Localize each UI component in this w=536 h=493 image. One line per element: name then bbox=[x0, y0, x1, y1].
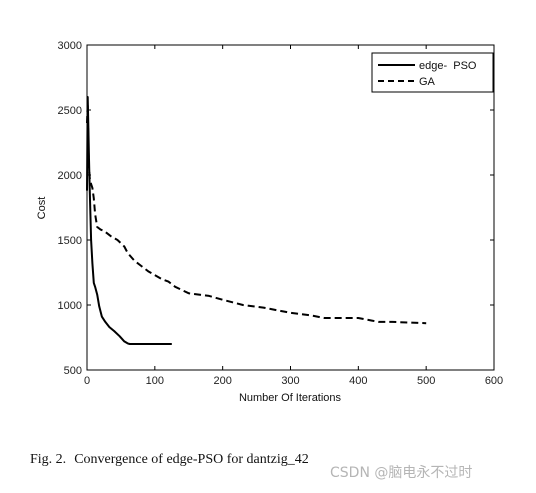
x-tick-label: 400 bbox=[349, 375, 367, 387]
x-tick-label: 500 bbox=[417, 375, 435, 387]
x-tick-label: 0 bbox=[84, 375, 90, 387]
legend-label-edge-pso: edge- PSO bbox=[419, 60, 477, 72]
x-tick-label: 600 bbox=[485, 375, 503, 387]
y-tick-label: 3000 bbox=[58, 40, 82, 52]
legend: edge- PSO GA bbox=[371, 52, 494, 93]
y-axis-label: Cost bbox=[36, 197, 48, 220]
watermark: CSDN @脑电永不过时 bbox=[330, 465, 473, 481]
figure-number: Fig. 2. bbox=[30, 452, 67, 467]
plot-area bbox=[86, 44, 495, 371]
y-tick-label: 1500 bbox=[58, 235, 82, 247]
series-lines bbox=[86, 96, 427, 345]
x-tick-label: 100 bbox=[146, 375, 164, 387]
y-tick-label: 2000 bbox=[58, 170, 82, 182]
x-axis-label: Number Of Iterations bbox=[239, 392, 342, 404]
y-axis: 500 1000 1500 2000 2500 3000 bbox=[58, 40, 494, 377]
legend-box bbox=[371, 52, 494, 93]
series-line-ga bbox=[86, 102, 427, 325]
y-tick-label: 1000 bbox=[58, 300, 82, 312]
y-tick-label: 500 bbox=[64, 365, 82, 377]
x-tick-label: 200 bbox=[213, 375, 231, 387]
series-line-edge-pso bbox=[86, 96, 172, 345]
x-tick-label: 300 bbox=[281, 375, 299, 387]
x-axis: 0 100 200 300 400 500 600 bbox=[84, 45, 503, 387]
legend-label-ga: GA bbox=[419, 76, 436, 88]
y-tick-label: 2500 bbox=[58, 105, 82, 117]
figure-caption: Fig. 2. Convergence of edge-PSO for dantz… bbox=[30, 452, 309, 468]
figure-caption-text: Convergence of edge-PSO for dantzig_42 bbox=[74, 452, 309, 467]
